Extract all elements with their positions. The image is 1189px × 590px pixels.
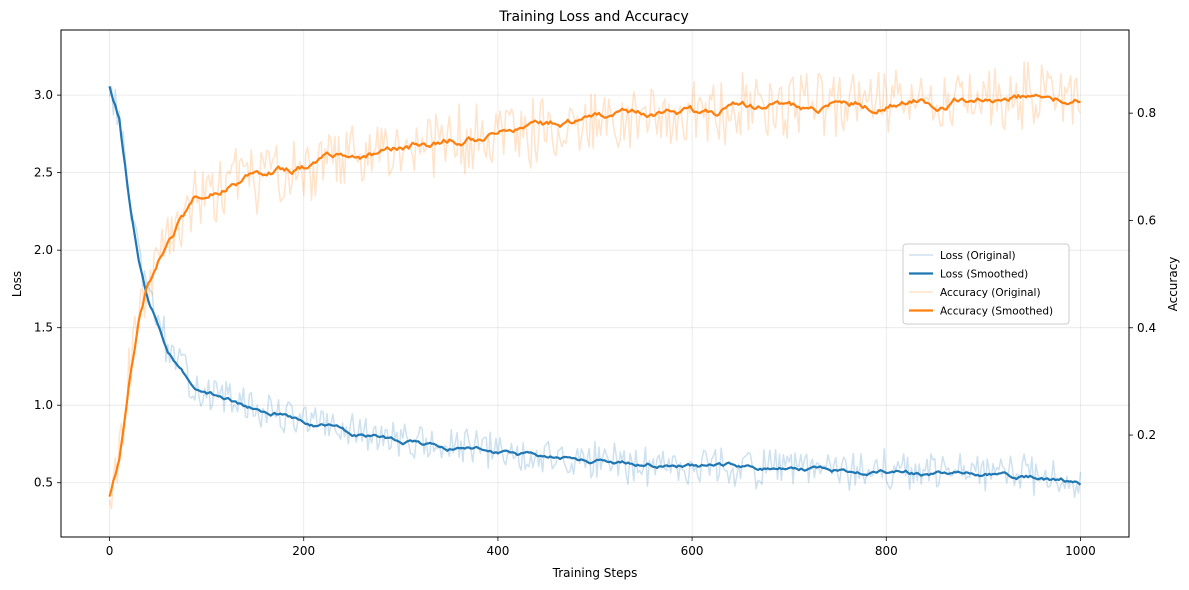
y-tick-label-right: 0.8 xyxy=(1137,106,1156,120)
x-tick-label: 1000 xyxy=(1065,544,1096,558)
legend-label: Accuracy (Original) xyxy=(940,287,1041,299)
y-tick-label-left: 0.5 xyxy=(34,476,53,490)
y-tick-label-left: 1.5 xyxy=(34,321,53,335)
legend-label: Accuracy (Smoothed) xyxy=(940,306,1053,318)
x-tick-label: 200 xyxy=(292,544,315,558)
legend-box xyxy=(902,243,1070,325)
loss-raw-line xyxy=(108,86,1082,499)
y-tick-label-right: 0.4 xyxy=(1137,321,1156,335)
x-axis-label: Training Steps xyxy=(552,566,638,580)
legend-label: Loss (Original) xyxy=(940,250,1016,262)
chart-title: Training Loss and Accuracy xyxy=(498,9,689,25)
y-axis-label-left: Loss xyxy=(10,271,24,297)
y-tick-label-right: 0.6 xyxy=(1137,213,1156,227)
x-tick-label: 600 xyxy=(681,544,704,558)
accuracy-smooth-line xyxy=(108,93,1081,497)
y-tick-label-left: 2.0 xyxy=(34,243,53,257)
plot-data xyxy=(108,61,1082,510)
plot-frame xyxy=(60,29,1130,538)
y-tick-label-left: 3.0 xyxy=(34,88,53,102)
legend: Loss (Original) Loss (Smoothed) Accuracy (… xyxy=(902,243,1070,325)
y-tick-label-left: 1.0 xyxy=(34,398,53,412)
x-tick-label: 400 xyxy=(486,544,509,558)
legend-label: Loss (Smoothed) xyxy=(940,269,1028,281)
y-tick-label-right: 0.2 xyxy=(1137,428,1156,442)
axes: 0 200 400 600 800 1000 0.5 1.0 1.5 2.0 2.5 3.0 0.2 0.… xyxy=(34,88,1156,558)
accuracy-raw-line xyxy=(108,61,1082,510)
y-tick-label-left: 2.5 xyxy=(34,166,53,180)
x-tick-label: 800 xyxy=(875,544,898,558)
y-axis-label-right: Accuracy xyxy=(1166,257,1180,312)
loss-smooth-line xyxy=(108,86,1082,486)
x-tick-label: 0 xyxy=(106,544,114,558)
